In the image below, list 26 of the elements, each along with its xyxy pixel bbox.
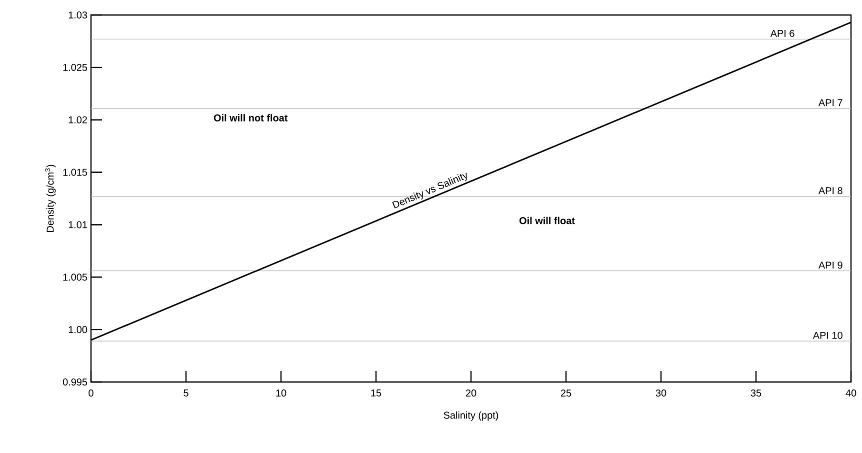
y-tick-label: 1.005: [63, 274, 88, 281]
ref-line-label: API 6: [770, 30, 794, 37]
ref-line-label: API 8: [818, 187, 842, 194]
y-tick-label: 1.025: [63, 64, 88, 71]
x-tick-label: 5: [184, 390, 188, 396]
x-tick-label: 15: [371, 390, 382, 396]
x-tick-label: 40: [846, 390, 856, 397]
x-tick-label: 20: [466, 390, 476, 397]
x-tick-label: 25: [560, 390, 572, 397]
ref-line-label: API 7: [818, 99, 842, 106]
y-axis-title: Density (g/cm$^{3}$): [45, 164, 56, 232]
x-tick-label: 30: [656, 390, 666, 397]
x-tick-label: 35: [750, 390, 762, 397]
x-tick-label: 0: [88, 390, 94, 397]
y-tick-label: 0.995: [62, 378, 88, 386]
ref-line-label: API 10: [812, 332, 842, 339]
y-tick-label: 1.02: [68, 116, 87, 124]
y-tick-label: 1.00: [68, 326, 88, 334]
annotation: Oil will float: [519, 216, 575, 224]
y-tick-label: 1.03: [68, 11, 88, 19]
annotation: Oil will not float: [214, 114, 288, 122]
ref-line-label: API 9: [818, 262, 842, 269]
y-tick-label: 1.01: [68, 221, 87, 228]
x-tick-label: 10: [276, 390, 286, 397]
y-tick-label: 1.015: [63, 168, 88, 176]
x-axis-title: Salinity (ppt): [444, 411, 498, 421]
